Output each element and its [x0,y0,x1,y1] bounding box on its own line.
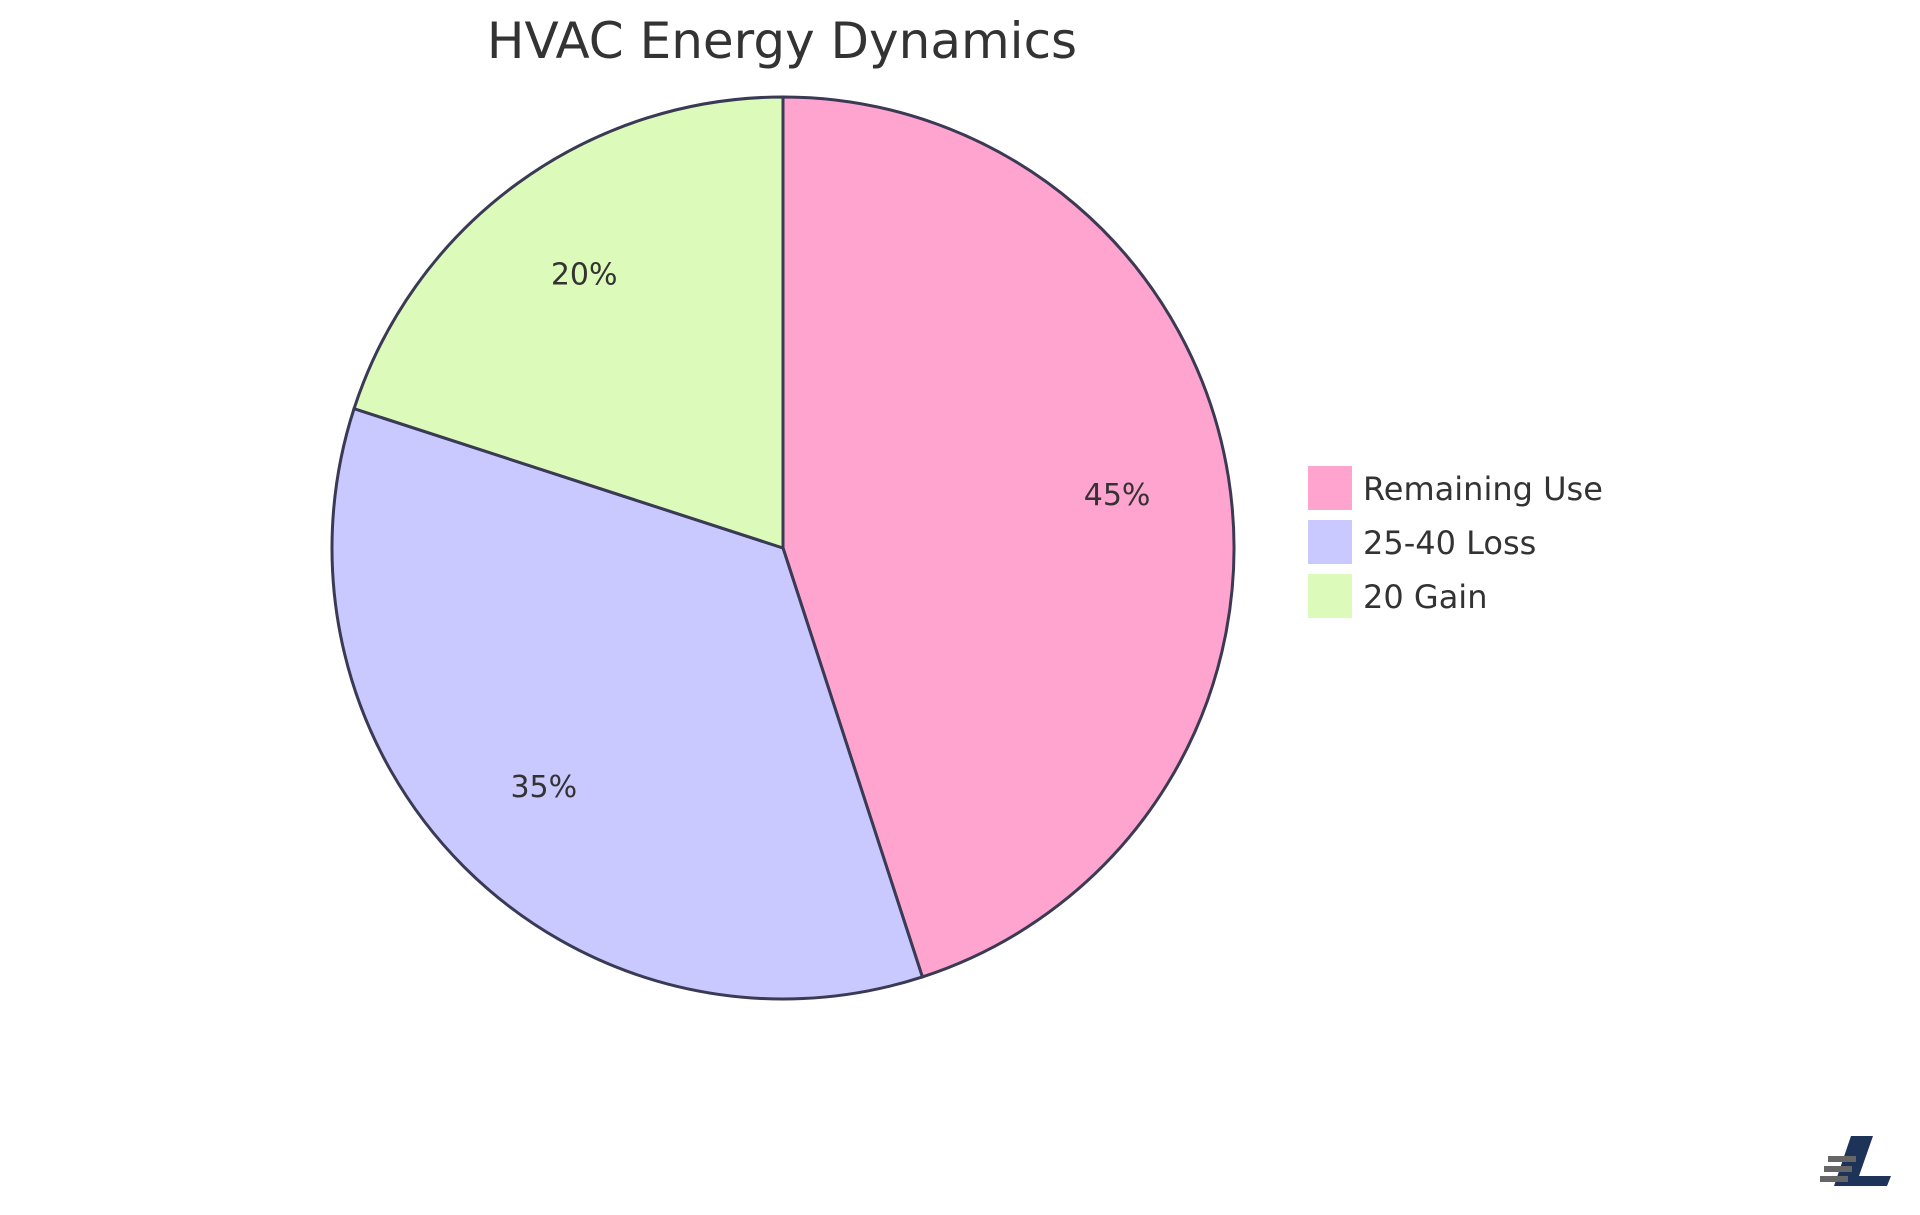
legend-item-20-gain: 20 Gain [1308,574,1487,618]
pie-slice-label: 35% [510,770,577,805]
legend-label: 20 Gain [1363,578,1487,616]
legend-swatch [1308,520,1352,564]
pie-slice-remaining-use [781,95,1236,979]
chart-title: HVAC Energy Dynamics [487,12,1077,70]
legend-label: Remaining Use [1363,470,1603,508]
logo-l-mark [1834,1136,1891,1186]
logo-stripe [1820,1176,1848,1182]
pie-slice-20-gain [352,95,785,551]
legend-swatch [1308,574,1352,618]
pie-slice-25-40-loss [330,406,925,1001]
company-logo [1820,1136,1891,1186]
pie-slice-label: 45% [1084,478,1151,513]
logo-stripe [1824,1166,1852,1172]
legend-item-remaining-use: Remaining Use [1308,466,1603,510]
legend-swatch [1308,466,1352,510]
pie-slice-label: 20% [551,257,618,292]
legend-item-25-40-loss: 25-40 Loss [1308,520,1536,564]
legend-label: 25-40 Loss [1363,524,1536,562]
legend: Remaining Use 25-40 Loss 20 Gain [1308,466,1603,618]
logo-stripe [1828,1156,1856,1162]
pie-slices [330,95,1236,1001]
pie-slice-labels: 45% 35% 20% [510,257,1150,805]
